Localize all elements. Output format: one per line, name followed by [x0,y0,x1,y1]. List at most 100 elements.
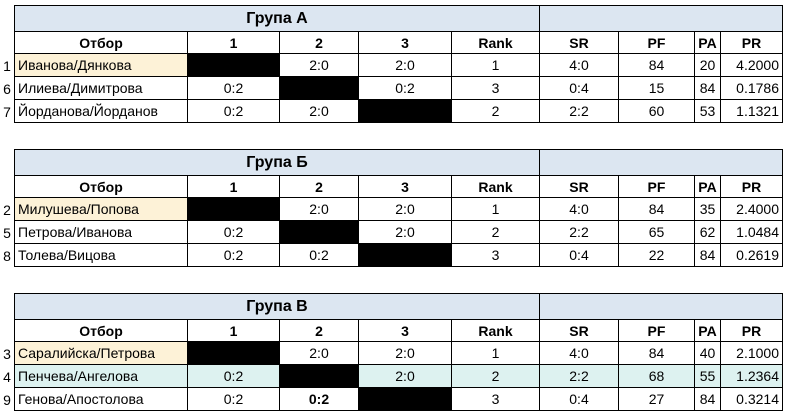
seed-number: 2 [3,201,11,218]
sr-value: 0:4 [539,387,619,411]
rank-value: 1 [451,197,540,221]
group-title: Група А [14,5,540,32]
rank-value: 2 [451,99,540,123]
pr-value: 0.3214 [720,387,783,411]
col-header-match-1: 1 [187,175,280,198]
rank-value: 3 [451,387,540,411]
col-header-sr: SR [539,175,619,198]
group-v-table: Група В Отбор 1 2 3 Rank SR PF PA PR 3 С… [0,293,786,415]
rank-value: 3 [451,76,540,100]
team-name: Петрова/Иванова [14,220,188,244]
blocked-cell [279,220,359,244]
match-2-score: 2:0 [279,197,359,221]
match-3-score: 0:2 [358,76,452,100]
blocked-cell [187,53,280,77]
blocked-cell [279,364,359,388]
blocked-cell [279,76,359,100]
rank-value: 1 [451,341,540,365]
rank-value: 3 [451,243,540,267]
team-name: Пенчева/Ангелова [14,364,188,388]
match-1-score: 0:2 [187,387,280,411]
rank-value: 1 [451,53,540,77]
pa-value: 84 [694,387,721,411]
pa-value: 53 [694,99,721,123]
col-header-match-2: 2 [279,175,359,198]
col-header-match-2: 2 [279,31,359,54]
pa-value: 62 [694,220,721,244]
rank-value: 2 [451,364,540,388]
col-header-pa: PA [694,319,721,342]
match-1-score: 0:2 [187,220,280,244]
sr-value: 2:2 [539,364,619,388]
col-header-sr: SR [539,31,619,54]
sr-value: 4:0 [539,197,619,221]
col-header-pr: PR [720,319,783,342]
stats-title-blank [539,293,783,320]
pf-value: 27 [618,387,695,411]
pr-value: 0.1786 [720,76,783,100]
col-header-pf: PF [618,175,695,198]
pa-value: 55 [694,364,721,388]
team-name: Милушева/Попова [14,197,188,221]
col-header-match-1: 1 [187,31,280,54]
pr-value: 0.2619 [720,243,783,267]
col-header-pr: PR [720,31,783,54]
match-1-score: 0:2 [187,76,280,100]
pr-value: 1.0484 [720,220,783,244]
seed-number: 8 [3,247,11,264]
pf-value: 22 [618,243,695,267]
pf-value: 15 [618,76,695,100]
team-name: Генова/Апостолова [14,387,188,411]
group-a-table: Група А Отбор 1 2 3 Rank SR PF PA PR 1 И… [0,5,786,127]
pf-value: 65 [618,220,695,244]
col-header-pr: PR [720,175,783,198]
blocked-cell [358,243,452,267]
col-header-team: Отбор [14,31,188,54]
col-header-match-3: 3 [358,319,452,342]
seed-number: 6 [3,80,11,97]
stats-title-blank [539,149,783,176]
sr-value: 0:4 [539,76,619,100]
col-header-pa: PA [694,175,721,198]
match-3-score: 2:0 [358,197,452,221]
pf-value: 68 [618,364,695,388]
match-3-score: 2:0 [358,341,452,365]
pf-value: 84 [618,53,695,77]
col-header-sr: SR [539,319,619,342]
group-b-table: Група Б Отбор 1 2 3 Rank SR PF PA PR 2 М… [0,149,786,271]
col-header-match-2: 2 [279,319,359,342]
col-header-match-3: 3 [358,31,452,54]
sr-value: 2:2 [539,220,619,244]
seed-number: 4 [3,368,11,385]
blocked-cell [187,341,280,365]
seed-number: 9 [3,391,11,408]
match-3-score: 2:0 [358,53,452,77]
match-2-score: 2:0 [279,99,359,123]
seed-number: 7 [3,103,11,120]
seed-number: 5 [3,224,11,241]
blocked-cell [358,387,452,411]
seed-number: 3 [3,345,11,362]
group-title: Група В [14,293,540,320]
pa-value: 84 [694,243,721,267]
pa-value: 20 [694,53,721,77]
match-2-score: 2:0 [279,53,359,77]
pa-value: 35 [694,197,721,221]
pr-value: 4.2000 [720,53,783,77]
blocked-cell [187,197,280,221]
col-header-rank: Rank [451,175,540,198]
match-3-score: 2:0 [358,220,452,244]
match-1-score: 0:2 [187,364,280,388]
blocked-cell [358,99,452,123]
col-header-match-3: 3 [358,175,452,198]
pf-value: 84 [618,341,695,365]
col-header-rank: Rank [451,319,540,342]
pr-value: 1.2364 [720,364,783,388]
sr-value: 0:4 [539,243,619,267]
sr-value: 4:0 [539,53,619,77]
col-header-match-1: 1 [187,319,280,342]
col-header-pf: PF [618,31,695,54]
match-2-score: 0:2 [279,387,359,411]
sr-value: 2:2 [539,99,619,123]
pf-value: 60 [618,99,695,123]
